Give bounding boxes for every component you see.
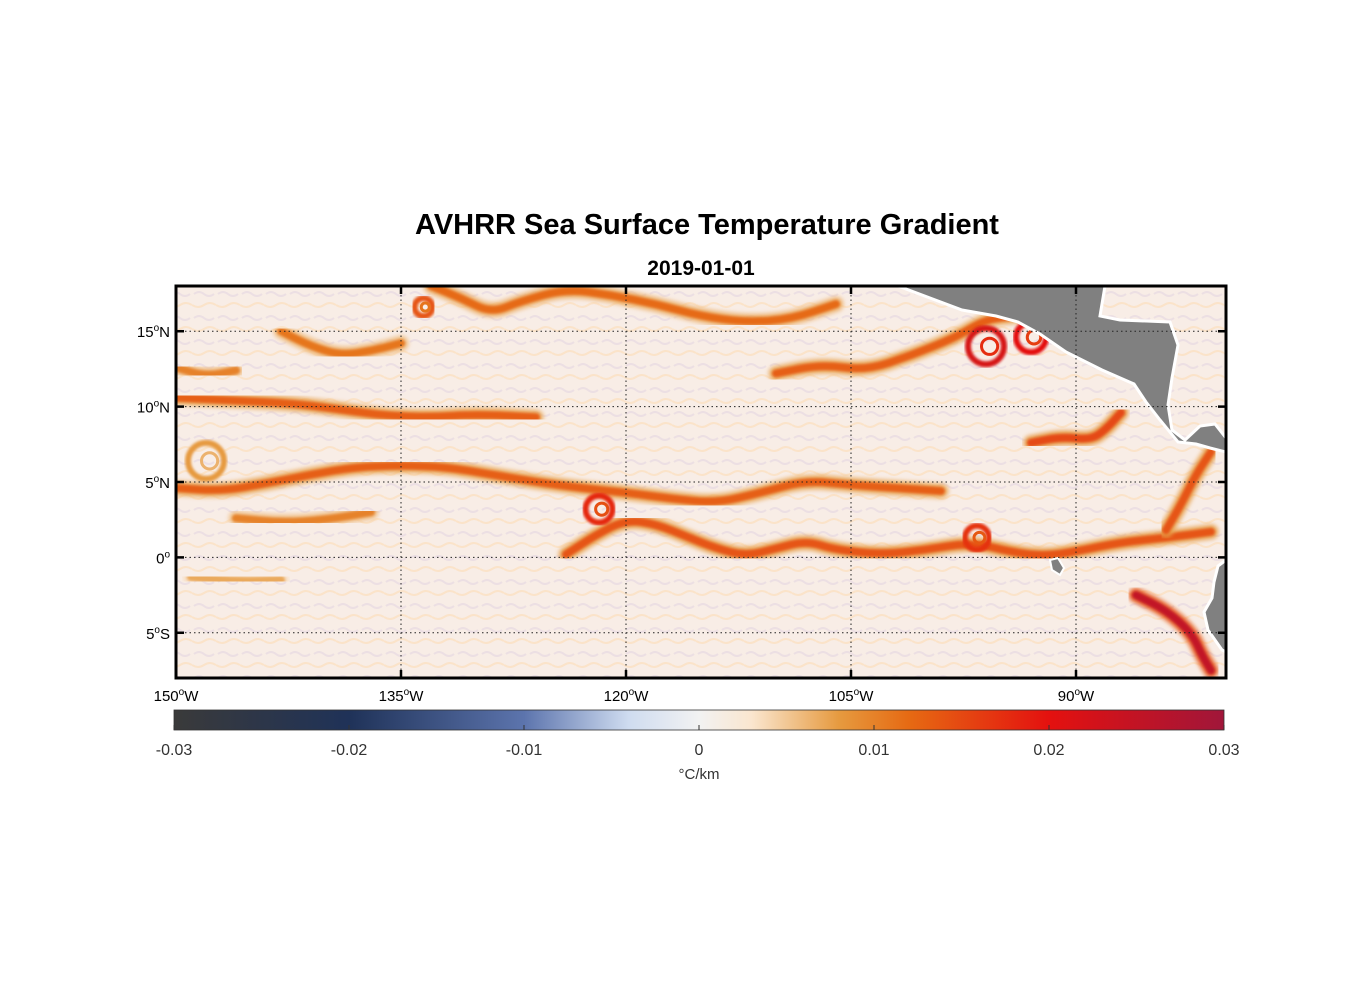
- front-line: [232, 508, 375, 526]
- eddy-ring: [965, 325, 1007, 368]
- colorbar-tick-label: -0.01: [506, 742, 543, 759]
- eddy: [962, 522, 992, 553]
- front-line: [562, 517, 1215, 559]
- x-tick-label: 135oW: [379, 687, 425, 705]
- front-line: [772, 312, 1020, 378]
- colorbar-tick-label: -0.03: [156, 742, 193, 759]
- map-tick-marks: [174, 286, 1226, 678]
- y-tick-label: 0o: [156, 549, 170, 567]
- eddies: [185, 295, 1049, 553]
- eddy-core: [972, 530, 987, 545]
- eddy-core: [419, 301, 431, 313]
- eddy: [411, 295, 436, 320]
- map-title: AVHRR Sea Surface Temperature Gradient: [415, 209, 999, 241]
- colorbar-tick-label: 0.01: [858, 742, 889, 759]
- front-line: [1162, 447, 1215, 535]
- front-line: [176, 393, 540, 422]
- x-tick-label: 105oW: [829, 687, 875, 705]
- front-line: [187, 573, 285, 585]
- eddy: [185, 439, 227, 482]
- y-tick-label: 5oN: [145, 474, 170, 492]
- longitude-labels: 150oW 135oW 120oW 105oW 90oW: [154, 687, 1095, 705]
- front-line: [277, 327, 405, 358]
- eddy-ring: [185, 439, 227, 482]
- latitude-labels: 15oN 10oN 5oN 0o 5oS: [137, 323, 171, 643]
- eddy: [582, 492, 616, 526]
- x-tick-label: 150oW: [154, 687, 200, 705]
- eddy-core: [980, 336, 1000, 356]
- colorbar-tick-label: 0: [695, 742, 704, 759]
- eddy-core: [594, 501, 610, 517]
- front-line: [1027, 408, 1125, 447]
- front-line: [176, 363, 240, 379]
- colorbar-tick-label: 0.02: [1033, 742, 1064, 759]
- colorbar-ticks: -0.03 -0.02 -0.01 0 0.01 0.02 0.03: [156, 725, 1240, 759]
- eddy: [965, 325, 1007, 368]
- map-area: [176, 286, 1226, 678]
- land-galapagos: [1048, 556, 1066, 577]
- eddy-ring: [582, 492, 616, 526]
- x-tick-label: 120oW: [604, 687, 650, 705]
- colorbar-tick-label: -0.02: [331, 742, 368, 759]
- land: [897, 286, 1226, 654]
- front-line: [427, 286, 840, 326]
- y-tick-label: 5oS: [146, 625, 170, 643]
- temperature-fronts: [176, 286, 1219, 678]
- land-central-america: [897, 286, 1226, 454]
- x-tick-label: 90oW: [1058, 687, 1095, 705]
- eddy-ring: [411, 295, 436, 320]
- map-subtitle: 2019-01-01: [647, 257, 755, 280]
- colorbar-unit-label: °C/km: [679, 766, 720, 783]
- front-line: [1132, 591, 1215, 675]
- eddy-core: [200, 451, 220, 471]
- y-tick-label: 15oN: [137, 323, 170, 341]
- front-line: [176, 461, 945, 506]
- colorbar-tick-label: 0.03: [1208, 742, 1239, 759]
- colorbar: -0.03 -0.02 -0.01 0 0.01 0.02 0.03 °C/km: [156, 709, 1240, 783]
- eddy-ring: [962, 522, 992, 553]
- y-tick-label: 10oN: [137, 399, 170, 417]
